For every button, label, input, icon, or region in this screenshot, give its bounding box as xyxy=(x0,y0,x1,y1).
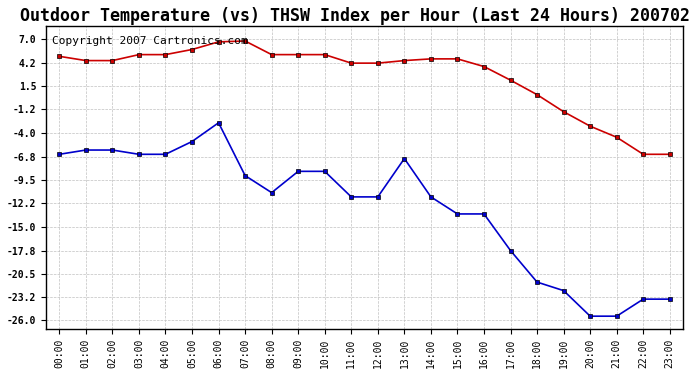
Title: Outdoor Temperature (vs) THSW Index per Hour (Last 24 Hours) 20070203: Outdoor Temperature (vs) THSW Index per … xyxy=(19,7,690,25)
Text: Copyright 2007 Cartronics.com: Copyright 2007 Cartronics.com xyxy=(52,36,248,46)
